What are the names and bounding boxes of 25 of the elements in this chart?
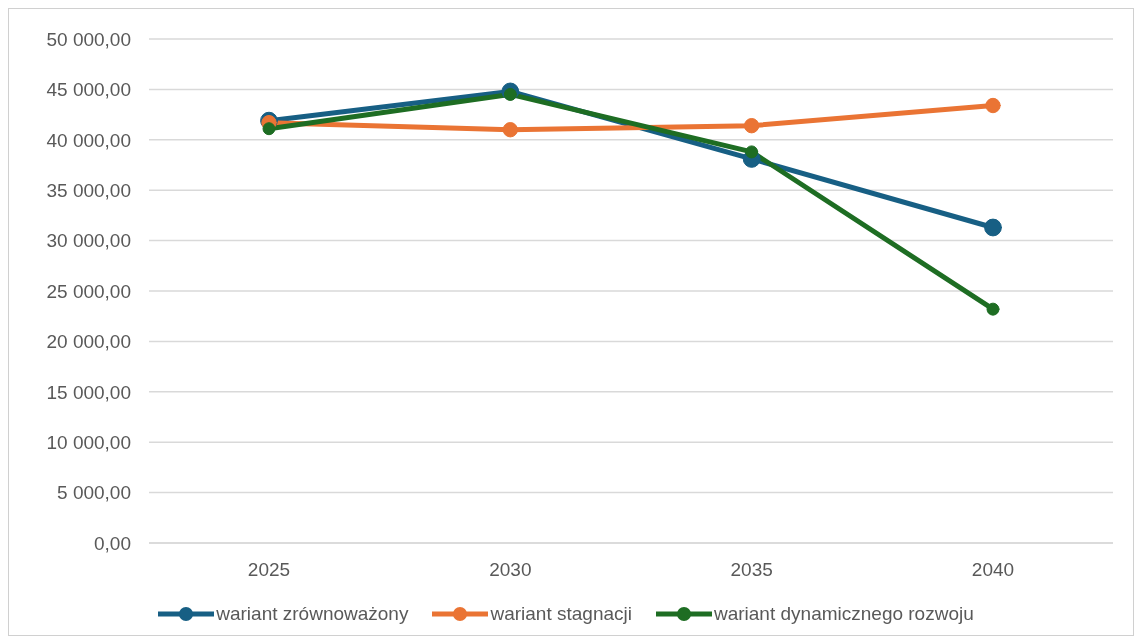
y-tick-label: 25 000,00	[46, 280, 131, 302]
point	[262, 122, 276, 136]
y-tick-label: 10 000,00	[46, 431, 131, 453]
y-tick-label: 20 000,00	[46, 331, 131, 353]
y-tick-label: 5 000,00	[57, 482, 131, 504]
legend-label: wariant stagnacji	[489, 603, 632, 625]
y-tick-label: 40 000,00	[46, 129, 131, 151]
y-tick-label: 50 000,00	[46, 28, 131, 50]
x-tick-label: 2025	[247, 559, 291, 581]
y-tick-label: 0,00	[94, 532, 131, 554]
point	[984, 218, 1002, 237]
y-tick-label: 15 000,00	[46, 381, 131, 403]
x-tick-label: 2035	[730, 559, 773, 581]
x-tick-label: 2040	[971, 559, 1015, 581]
point	[743, 117, 760, 134]
point	[745, 145, 759, 159]
point	[986, 302, 1000, 316]
point	[985, 97, 1001, 114]
legend-label: wariant zrównoważony	[215, 603, 409, 625]
legend-label: wariant dynamicznego rozwoju	[712, 603, 974, 625]
y-tick-label: 30 000,00	[46, 230, 131, 252]
y-tick-label: 45 000,00	[46, 79, 131, 101]
y-tick-label: 35 000,00	[46, 179, 131, 201]
point	[502, 122, 519, 138]
x-tick-label: 2030	[489, 559, 532, 581]
